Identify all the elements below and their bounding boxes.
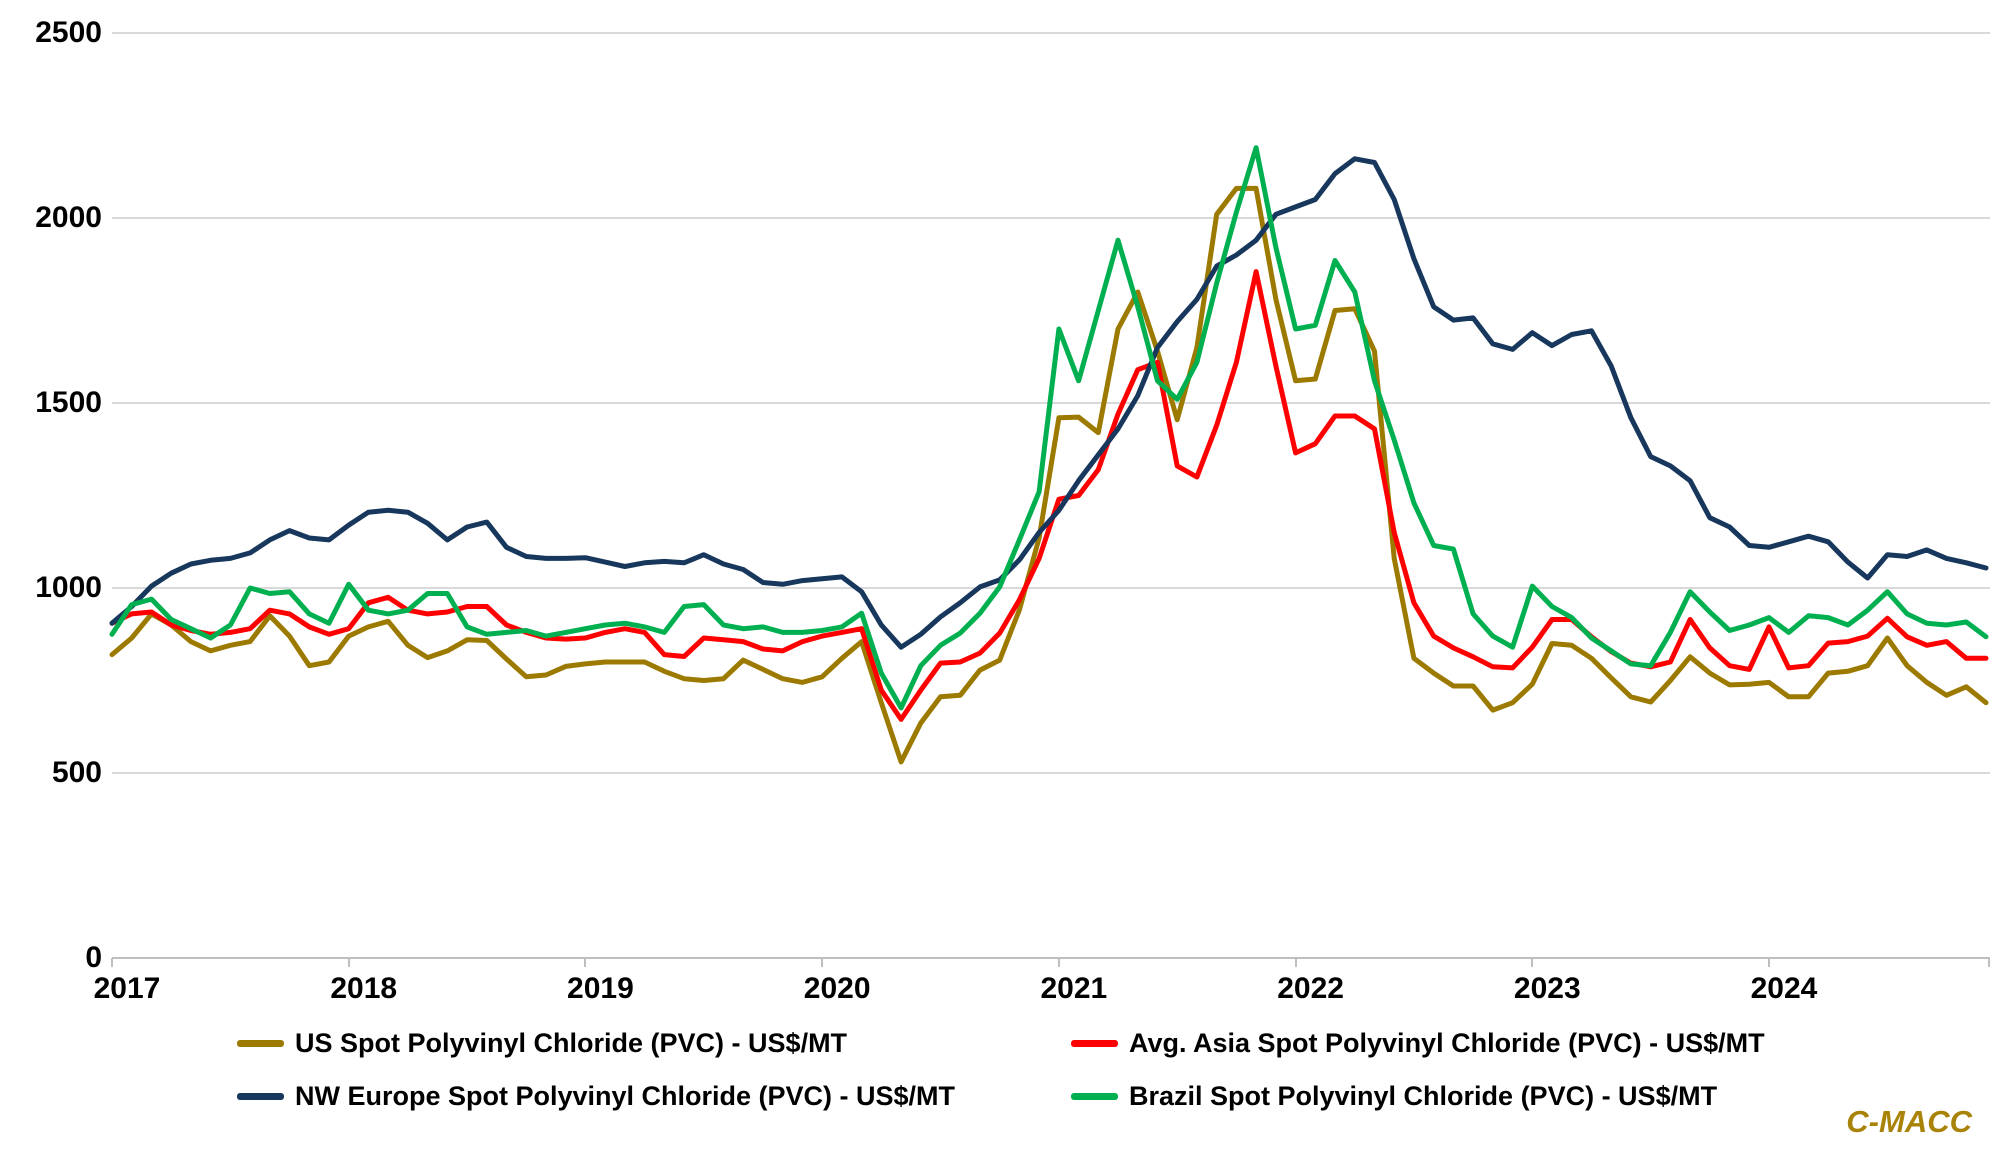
- series-line-0: [109, 185, 1989, 765]
- x-tick-label-2019: 2019: [567, 972, 634, 1005]
- x-tick-label-2023: 2023: [1513, 972, 1581, 1005]
- legend-entry-asia: Avg. Asia Spot Polyvinyl Chloride (PVC) …: [1071, 1026, 1765, 1060]
- x-axis-tick-end: [1988, 958, 1990, 967]
- y-tick-label-0: 0: [85, 941, 102, 974]
- legend-marker-nw-europe: [237, 1092, 284, 1100]
- y-tick-label-500: 500: [51, 756, 102, 789]
- y-tick-label-1000: 1000: [35, 571, 102, 604]
- x-tick-label-2022: 2022: [1277, 972, 1344, 1005]
- x-axis-tick-2020: [821, 958, 824, 967]
- legend-marker-brazil: [1071, 1092, 1118, 1100]
- legend-entry-nw-europe: NW Europe Spot Polyvinyl Chloride (PVC) …: [237, 1079, 955, 1113]
- x-axis-tick-2019: [584, 958, 587, 967]
- legend-entry-us: US Spot Polyvinyl Chloride (PVC) - US$/M…: [237, 1026, 847, 1060]
- series-line-2: [109, 156, 1989, 650]
- legend-label-us: US Spot Polyvinyl Chloride (PVC) - US$/M…: [295, 1027, 848, 1058]
- series-line-3: [109, 145, 1989, 711]
- x-tick-label-2024: 2024: [1750, 972, 1818, 1005]
- x-axis-tick-2021: [1057, 958, 1060, 967]
- y-tick-label-1500: 1500: [35, 386, 102, 419]
- y-tick-label-2500: 2500: [35, 16, 102, 49]
- x-tick-label-2021: 2021: [1040, 972, 1108, 1005]
- legend-label-asia: Avg. Asia Spot Polyvinyl Chloride (PVC) …: [1129, 1027, 1765, 1058]
- series-line-1: [109, 269, 1989, 722]
- gridline-1000: [112, 587, 1990, 589]
- x-axis-tick-2023: [1531, 958, 1534, 967]
- legend-label-brazil: Brazil Spot Polyvinyl Chloride (PVC) - U…: [1129, 1080, 1718, 1111]
- watermark-cmacc: C-MACC: [1846, 1104, 1972, 1139]
- x-axis-tick-2022: [1294, 958, 1297, 967]
- gridline-2000: [112, 217, 1990, 219]
- x-axis-tick-2024: [1768, 958, 1770, 967]
- legend-entry-brazil: Brazil Spot Polyvinyl Chloride (PVC) - U…: [1071, 1079, 1717, 1113]
- x-tick-label-2020: 2020: [803, 972, 871, 1005]
- legend-marker-asia: [1071, 1039, 1118, 1047]
- x-axis-line: [112, 957, 1990, 959]
- legend-marker-us: [237, 1039, 284, 1047]
- legend-label-nw-europe: NW Europe Spot Polyvinyl Chloride (PVC) …: [295, 1080, 956, 1111]
- gridline-500: [112, 772, 1990, 774]
- x-tick-label-2018: 2018: [330, 972, 398, 1005]
- x-tick-label-2017: 2017: [93, 972, 161, 1005]
- x-axis-tick-2017: [111, 958, 113, 967]
- y-tick-label-2000: 2000: [35, 201, 102, 234]
- x-axis-tick-2018: [347, 958, 350, 967]
- gridline-2500: [112, 32, 1990, 34]
